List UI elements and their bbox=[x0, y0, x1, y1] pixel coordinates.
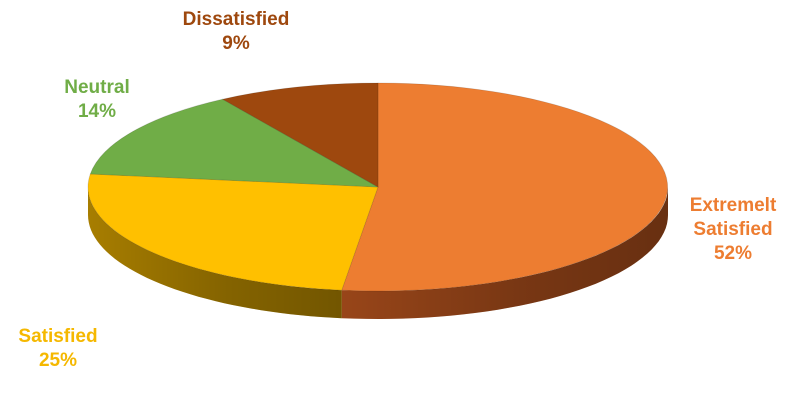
pie-slice-name: Extremelt bbox=[690, 195, 777, 216]
pie-slice-percent: 52% bbox=[714, 243, 752, 264]
pie-slice-0 bbox=[341, 82, 668, 292]
pie-slice-2 bbox=[89, 98, 379, 188]
pie-slice-side-shade-1 bbox=[88, 187, 342, 319]
pie-slice-side-shade-0 bbox=[341, 187, 668, 319]
pie-slice-label-1: Satisfied 25% bbox=[18, 326, 97, 371]
pie-slice-label-2: Neutral 14% bbox=[64, 77, 129, 122]
pie-slice-label-3: Dissatisfied 9% bbox=[183, 9, 290, 54]
pie-slice-percent: 9% bbox=[222, 33, 250, 54]
pie-slice-name: Satisfied bbox=[18, 326, 97, 347]
pie-slice-3 bbox=[221, 82, 379, 188]
pie-slice-percent: 25% bbox=[39, 350, 77, 371]
pie-slice-name: Neutral bbox=[64, 77, 129, 98]
pie-slice-name: Dissatisfied bbox=[183, 9, 290, 30]
pie-slice-name: Satisfied bbox=[693, 219, 772, 240]
pie-slice-label-0: Extremelt Satisfied 52% bbox=[690, 195, 777, 264]
pie-slice-percent: 14% bbox=[78, 101, 116, 122]
pie-slice-1 bbox=[87, 173, 379, 291]
